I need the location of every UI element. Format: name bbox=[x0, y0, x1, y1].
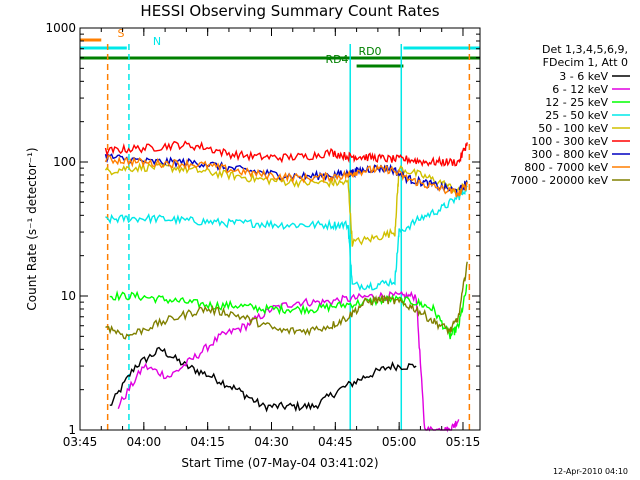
bar-label-rd4: RD4 bbox=[325, 53, 348, 66]
x-tick-label: 05:00 bbox=[382, 435, 417, 449]
y-axis-ticks: 1 10 100 1000 bbox=[45, 21, 480, 437]
legend-label: 50 - 100 keV bbox=[538, 122, 608, 135]
x-tick-label: 03:45 bbox=[63, 435, 98, 449]
legend-label: 6 - 12 keV bbox=[552, 83, 608, 96]
bar-label-s: S bbox=[118, 27, 125, 40]
legend-label: 300 - 800 keV bbox=[531, 148, 608, 161]
series-line bbox=[105, 182, 468, 292]
y-tick-label: 1 bbox=[68, 423, 76, 437]
y-tick-label: 10 bbox=[61, 289, 76, 303]
footer-timestamp: 12-Apr-2010 04:10 bbox=[553, 467, 628, 476]
y-tick-label: 100 bbox=[53, 155, 76, 169]
legend-label: 100 - 300 keV bbox=[531, 135, 608, 148]
x-axis-label: Start Time (07-May-04 03:41:02) bbox=[181, 456, 378, 470]
status-bars: S N RD0 RD4 bbox=[80, 27, 480, 68]
x-tick-label: 04:45 bbox=[318, 435, 353, 449]
bar-label-n: N bbox=[153, 35, 161, 48]
series-group bbox=[104, 140, 468, 433]
legend-header-2: FDecim 1, Att 0 bbox=[543, 56, 628, 69]
series-line bbox=[109, 346, 417, 413]
series-line bbox=[117, 290, 460, 433]
series-line bbox=[105, 261, 468, 340]
event-lines bbox=[106, 44, 471, 430]
bar-label-rd0: RD0 bbox=[358, 45, 381, 58]
chart-title: HESSI Observing Summary Count Rates bbox=[140, 2, 439, 20]
legend-label: 3 - 6 keV bbox=[559, 70, 608, 83]
legend-label: 7000 - 20000 keV bbox=[510, 174, 608, 187]
series-line bbox=[104, 140, 468, 168]
legend: Det 1,3,4,5,6,9, FDecim 1, Att 0 3 - 6 k… bbox=[510, 43, 630, 187]
series-line bbox=[109, 284, 468, 340]
x-tick-label: 04:15 bbox=[190, 435, 225, 449]
x-tick-label: 04:30 bbox=[254, 435, 289, 449]
series-line bbox=[104, 154, 468, 198]
y-tick-label: 1000 bbox=[45, 21, 76, 35]
plot-frame bbox=[79, 27, 481, 431]
y-axis-label: Count Rate (s⁻¹ detector⁻¹) bbox=[25, 147, 39, 310]
series-line bbox=[104, 161, 468, 247]
legend-label: 800 - 7000 keV bbox=[524, 161, 608, 174]
x-tick-label: 05:15 bbox=[446, 435, 481, 449]
x-tick-label: 04:00 bbox=[127, 435, 162, 449]
legend-header-1: Det 1,3,4,5,6,9, bbox=[542, 43, 628, 56]
legend-label: 25 - 50 keV bbox=[545, 109, 608, 122]
x-axis-ticks: 03:45 04:00 04:15 04:30 04:45 05:00 05:15 bbox=[63, 28, 481, 449]
legend-label: 12 - 25 keV bbox=[545, 96, 608, 109]
